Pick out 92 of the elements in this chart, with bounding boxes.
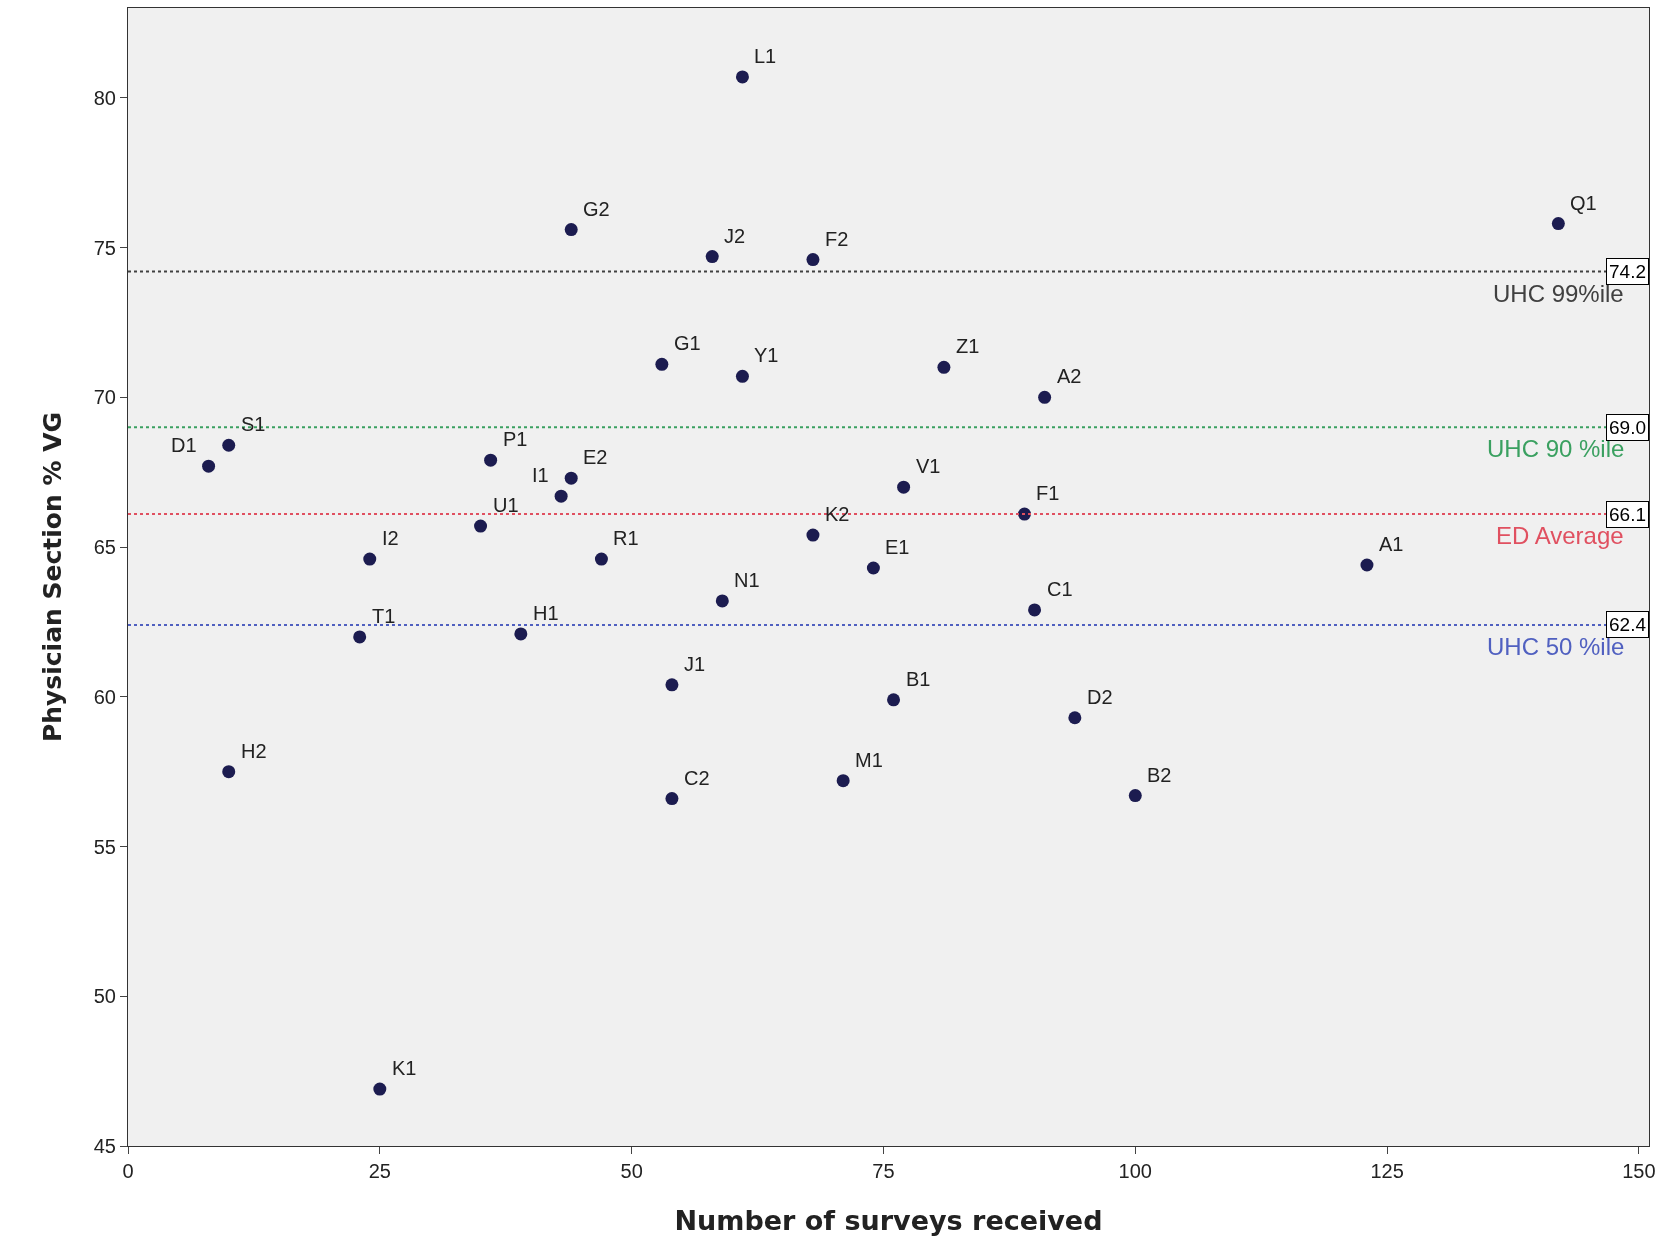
point <box>514 627 528 641</box>
y-axis-title: Physician Section % VG <box>37 411 67 743</box>
point <box>665 792 679 806</box>
y-tick-label: 45 <box>93 1135 116 1157</box>
point <box>937 360 951 374</box>
annotation: H1 <box>533 602 559 624</box>
annotation: D2 <box>1087 686 1113 708</box>
point <box>1028 603 1042 617</box>
annotation: T1 <box>372 605 396 627</box>
annotation: 62.4 <box>1609 614 1647 635</box>
annotation: V1 <box>916 455 941 477</box>
annotation: U1 <box>493 494 519 516</box>
annotation: I2 <box>382 527 399 549</box>
annotation: S1 <box>241 413 266 435</box>
point <box>564 471 578 485</box>
y-tick-label: 50 <box>93 985 116 1008</box>
annotation: 66.1 <box>1609 504 1646 525</box>
point <box>836 774 850 788</box>
annotation: Z1 <box>956 335 980 357</box>
annotation: N1 <box>734 569 760 591</box>
point <box>705 250 719 264</box>
annotation: C1 <box>1047 578 1073 600</box>
point <box>897 480 911 494</box>
point <box>353 630 367 644</box>
annotation: A2 <box>1057 365 1082 387</box>
annotation: K1 <box>392 1057 417 1079</box>
annotation: E2 <box>583 446 608 468</box>
annotation: A1 <box>1379 533 1404 555</box>
point <box>554 489 568 503</box>
point <box>806 528 820 542</box>
annotation: E1 <box>885 536 910 558</box>
point <box>1068 711 1082 725</box>
annotation: 69.0 <box>1609 417 1646 438</box>
annotation: Y1 <box>754 344 779 366</box>
x-axis-title: Number of surveys received <box>674 1205 1103 1237</box>
annotation: L1 <box>754 45 777 67</box>
ref-line-label: ED Average <box>1496 522 1624 549</box>
ref-line-label: UHC 50 %ile <box>1487 633 1625 660</box>
point <box>887 693 901 707</box>
point <box>806 253 820 267</box>
y-tick-label: 65 <box>93 536 116 559</box>
annotation: I1 <box>532 464 549 486</box>
point <box>735 70 749 84</box>
point <box>363 552 377 566</box>
annotation: R1 <box>613 527 639 549</box>
y-tick-label: 60 <box>93 685 116 708</box>
y-tick-label: 75 <box>93 236 116 259</box>
annotation: B1 <box>906 668 931 690</box>
point <box>484 453 498 467</box>
point <box>1551 217 1565 231</box>
annotation: 74.2 <box>1609 261 1646 282</box>
x-tick-label: 25 <box>368 1160 391 1182</box>
ref-line-label: UHC 99%ile <box>1493 280 1624 307</box>
x-tick-label: 125 <box>1370 1160 1404 1182</box>
annotation: D1 <box>171 434 197 456</box>
point <box>665 678 679 692</box>
point <box>1038 390 1052 404</box>
x-tick-label: 100 <box>1118 1160 1152 1182</box>
annotation: G1 <box>674 332 701 354</box>
point <box>655 357 669 371</box>
annotation: P1 <box>503 428 528 450</box>
point <box>594 552 608 566</box>
annotation: F2 <box>825 228 849 250</box>
point <box>564 223 578 237</box>
annotation: J1 <box>684 653 706 675</box>
x-tick-label: 75 <box>872 1160 895 1182</box>
point <box>1128 789 1142 803</box>
y-tick-label: 55 <box>93 835 116 858</box>
point <box>1360 558 1374 572</box>
annotation: K2 <box>825 503 850 525</box>
annotation: F1 <box>1036 482 1060 504</box>
point <box>222 438 236 452</box>
annotation: B2 <box>1147 764 1172 786</box>
point <box>715 594 729 608</box>
x-tick-label: 150 <box>1622 1160 1656 1182</box>
point <box>735 369 749 383</box>
point <box>373 1082 387 1096</box>
point <box>222 765 236 779</box>
annotation: C2 <box>684 767 710 789</box>
annotation: Q1 <box>1570 192 1597 214</box>
annotation: M1 <box>855 749 883 771</box>
point <box>474 519 488 533</box>
x-tick-label: 50 <box>620 1160 643 1182</box>
x-tick-label: 0 <box>122 1160 134 1182</box>
y-tick-label: 70 <box>93 386 116 409</box>
annotation: G2 <box>583 198 610 220</box>
ref-line-label: UHC 90 %ile <box>1487 435 1625 462</box>
point <box>202 459 216 473</box>
annotation: H2 <box>241 740 267 762</box>
annotation: J2 <box>724 225 746 247</box>
y-tick-label: 80 <box>93 86 116 109</box>
point <box>866 561 880 575</box>
